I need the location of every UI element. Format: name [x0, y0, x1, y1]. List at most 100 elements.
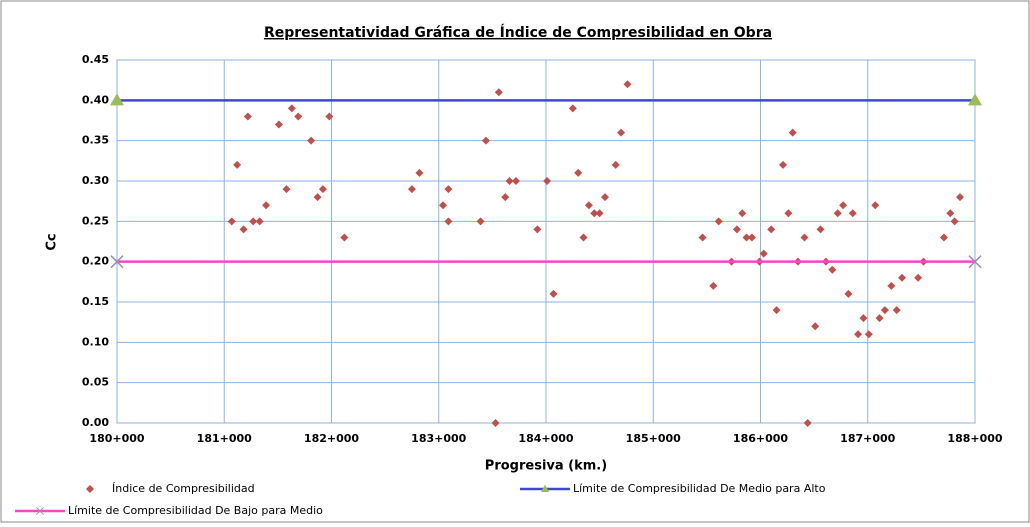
point — [262, 201, 271, 210]
legend-label: Límite de Compresibilidad De Medio para … — [573, 482, 826, 495]
x-tick-label: 182+000 — [304, 432, 359, 445]
point — [779, 160, 788, 169]
point — [494, 88, 503, 97]
point — [875, 314, 884, 323]
y-tick-label: 0.10 — [82, 335, 109, 348]
x-tick-label: 188+000 — [947, 432, 1002, 445]
point — [584, 201, 593, 210]
point — [590, 209, 599, 218]
point — [623, 80, 632, 89]
point — [898, 273, 907, 282]
point — [788, 128, 797, 137]
x-tick-label: 187+000 — [840, 432, 895, 445]
point — [767, 225, 776, 234]
point — [784, 209, 793, 218]
point — [738, 209, 747, 218]
point — [249, 217, 258, 226]
point — [600, 193, 609, 202]
y-axis-label: Cc — [45, 233, 60, 250]
point — [848, 209, 857, 218]
point — [914, 273, 923, 282]
x-tick-label: 186+000 — [733, 432, 788, 445]
point — [811, 322, 820, 331]
point — [407, 185, 416, 194]
point — [549, 289, 558, 298]
point — [239, 225, 248, 234]
y-tick-label: 0.45 — [82, 53, 109, 66]
point — [803, 419, 812, 427]
point — [833, 209, 842, 218]
point — [313, 193, 322, 202]
point — [839, 201, 848, 210]
point — [742, 233, 751, 242]
point — [617, 128, 626, 137]
point — [533, 225, 542, 234]
point — [325, 112, 334, 121]
y-tick-label: 0.15 — [82, 295, 109, 308]
y-tick-label: 0.05 — [82, 376, 109, 389]
point — [816, 225, 825, 234]
point — [887, 281, 896, 290]
point — [255, 217, 264, 226]
point — [110, 255, 124, 269]
point — [505, 177, 514, 185]
point — [110, 93, 124, 106]
point — [595, 209, 604, 218]
point — [481, 136, 490, 145]
point — [476, 217, 485, 226]
point — [864, 330, 873, 339]
point — [747, 233, 756, 242]
point — [543, 177, 552, 185]
point — [233, 160, 242, 169]
point — [511, 177, 520, 185]
y-tick-label: 0.25 — [82, 214, 109, 227]
chart-title: Representatividad Gráfica de Índice de C… — [264, 24, 772, 41]
point — [444, 185, 453, 194]
point — [611, 160, 620, 169]
legend-marker — [86, 485, 94, 493]
point — [294, 112, 303, 121]
point — [243, 112, 252, 121]
point — [568, 104, 577, 113]
y-tick-label: 0.30 — [82, 174, 109, 187]
point — [732, 225, 741, 234]
point — [491, 419, 500, 427]
x-tick-label: 185+000 — [626, 432, 681, 445]
x-tick-label: 184+000 — [518, 432, 573, 445]
point — [828, 265, 837, 274]
point — [439, 201, 448, 210]
point — [282, 185, 291, 194]
point — [871, 201, 880, 210]
y-tick-label: 0.00 — [82, 416, 109, 429]
point — [287, 104, 296, 113]
point — [946, 209, 955, 218]
point — [772, 306, 781, 315]
y-tick-label: 0.40 — [82, 93, 109, 106]
x-tick-label: 181+000 — [197, 432, 252, 445]
point — [854, 330, 863, 339]
point — [444, 217, 453, 226]
point — [709, 281, 718, 290]
x-tick-label: 180+000 — [89, 432, 144, 445]
point — [759, 249, 768, 258]
point — [340, 233, 349, 242]
legend-marker — [36, 507, 44, 515]
legend-label: Índice de Compresibilidad — [112, 482, 255, 495]
point — [714, 217, 723, 226]
point — [800, 233, 809, 242]
point — [698, 233, 707, 242]
y-tick-label: 0.20 — [82, 255, 109, 268]
point — [501, 193, 510, 202]
point — [950, 217, 959, 226]
point — [274, 120, 283, 129]
point — [574, 168, 583, 177]
point — [844, 289, 853, 298]
x-tick-label: 183+000 — [411, 432, 466, 445]
point — [227, 217, 236, 226]
point — [415, 168, 424, 177]
point — [968, 255, 982, 269]
point — [968, 93, 982, 106]
point — [307, 136, 316, 145]
point — [318, 185, 327, 194]
point — [955, 193, 964, 202]
